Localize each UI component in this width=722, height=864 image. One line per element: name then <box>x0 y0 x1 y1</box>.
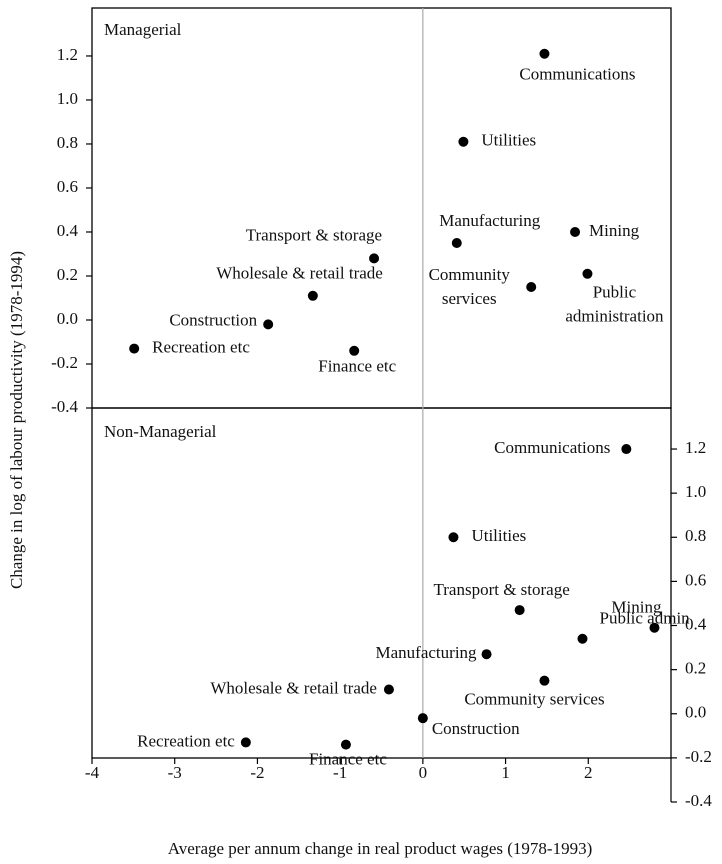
data-point <box>570 226 581 237</box>
point-label: Finance etc <box>309 750 387 769</box>
data-point <box>263 319 274 330</box>
panel-title: Non-Managerial <box>104 422 217 441</box>
bottom-panel-frame <box>91 407 672 759</box>
y-tick-label: 0.8 <box>685 526 706 545</box>
point-label: Wholesale & retail trade <box>216 264 383 283</box>
x-tick-label: -3 <box>168 763 182 782</box>
y-tick-label: -0.2 <box>685 747 712 766</box>
y-tick-label: 1.2 <box>685 438 706 457</box>
point-label: Community services <box>464 690 604 709</box>
y-tick-label: 0.4 <box>685 614 707 633</box>
data-point <box>383 684 394 695</box>
x-tick-label: 0 <box>419 763 428 782</box>
data-point <box>539 48 550 59</box>
y-tick-label: 0.6 <box>57 177 78 196</box>
x-axis-label: Average per annum change in real product… <box>168 839 593 858</box>
y-tick-label: 0.0 <box>685 703 706 722</box>
point-label: Construction <box>432 719 520 738</box>
point-label: administration <box>565 307 664 326</box>
x-tick-label: 1 <box>501 763 510 782</box>
point-label: Finance etc <box>318 357 396 376</box>
y-tick-label: 0.2 <box>57 265 78 284</box>
data-point <box>451 237 462 248</box>
data-point <box>514 605 525 616</box>
y-tick-label: 0.8 <box>57 133 78 152</box>
data-point <box>526 281 537 292</box>
point-label: Construction <box>169 310 257 329</box>
point-label: Recreation etc <box>137 731 235 750</box>
panel-title: Managerial <box>104 20 182 39</box>
data-point <box>539 675 550 686</box>
y-tick-label: 1.0 <box>57 89 78 108</box>
point-label: Community <box>429 265 511 284</box>
data-point <box>129 343 140 354</box>
data-point <box>417 713 428 724</box>
x-tick-label: -2 <box>250 763 264 782</box>
point-label: Transport & storage <box>433 580 569 599</box>
point-label: Communications <box>494 438 610 457</box>
y-tick-label: -0.4 <box>685 791 712 810</box>
data-point <box>369 253 380 264</box>
y-tick-label: 0.4 <box>57 221 79 240</box>
y-tick-label: -0.4 <box>51 397 78 416</box>
point-label: Utilities <box>481 131 536 150</box>
data-point <box>582 268 593 279</box>
data-point <box>621 444 632 455</box>
data-point <box>481 649 492 660</box>
data-point <box>340 739 351 750</box>
y-axis-label: Change in log of labour productivity (19… <box>7 251 26 589</box>
point-label: Manufacturing <box>376 643 478 662</box>
x-tick-label: -1 <box>333 763 347 782</box>
data-point <box>577 633 588 644</box>
data-point <box>349 345 360 356</box>
y-tick-label: 1.2 <box>57 45 78 64</box>
y-tick-label: 0.2 <box>685 659 706 678</box>
point-label: Public <box>593 283 637 302</box>
data-point <box>448 532 459 543</box>
y-tick-label: 0.6 <box>685 570 706 589</box>
y-tick-label: 1.0 <box>685 482 706 501</box>
point-label: Mining <box>589 221 640 240</box>
point-label: Utilities <box>471 526 526 545</box>
point-label: Communications <box>519 65 635 84</box>
x-tick-label: -4 <box>85 763 100 782</box>
point-label: services <box>442 289 497 308</box>
x-tick-label: 2 <box>584 763 593 782</box>
point-label: Mining <box>611 598 662 617</box>
y-tick-label: 0.0 <box>57 309 78 328</box>
point-label: Wholesale & retail trade <box>210 678 377 697</box>
point-label: Public admin <box>599 609 690 628</box>
data-point <box>307 290 318 301</box>
data-point <box>240 737 251 748</box>
point-label: Transport & storage <box>246 225 382 244</box>
data-point <box>649 622 660 633</box>
data-point <box>458 136 469 147</box>
point-label: Manufacturing <box>439 211 541 230</box>
y-tick-label: -0.2 <box>51 353 78 372</box>
point-label: Recreation etc <box>152 338 250 357</box>
